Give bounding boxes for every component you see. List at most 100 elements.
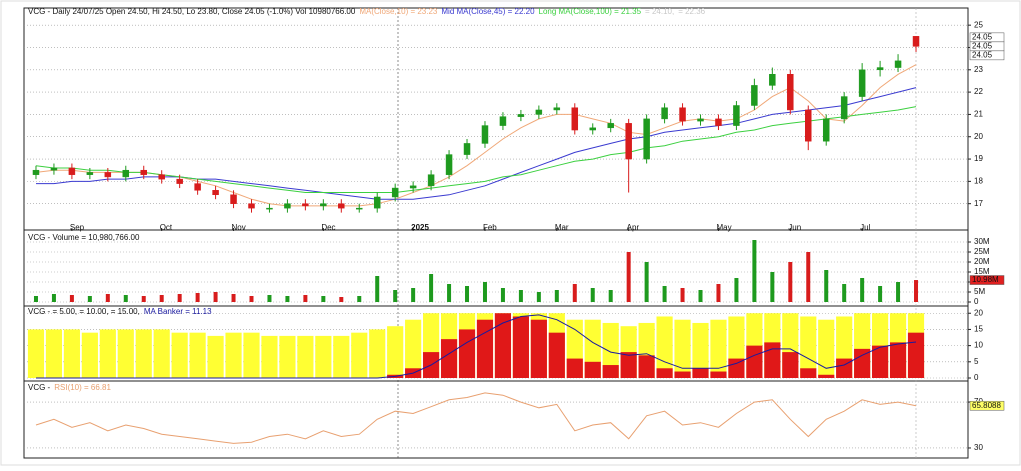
banker-bar xyxy=(907,332,925,378)
legend-note: = 22.36 xyxy=(678,7,705,16)
banker-bar xyxy=(566,358,583,378)
banker-bar xyxy=(261,335,278,378)
candle-body xyxy=(912,36,920,47)
banker-bar xyxy=(279,335,296,378)
volume-bar xyxy=(860,278,865,302)
banker-bar xyxy=(99,329,116,378)
banker-bar xyxy=(584,361,601,378)
banker-bar xyxy=(189,332,206,378)
banker-ma-line xyxy=(36,314,917,379)
banker-bar xyxy=(117,329,134,378)
y-tick-label: 30 xyxy=(974,443,983,452)
banker-bar xyxy=(620,352,637,378)
banker-bar xyxy=(800,316,817,378)
banker-bar xyxy=(872,345,889,378)
candle-body xyxy=(625,123,632,160)
volume-bar xyxy=(159,295,164,302)
title-text: VCG - = 5.00, = 10.00, = 15.00, xyxy=(28,307,140,316)
candle-body xyxy=(158,174,165,180)
y-tick-label: 0 xyxy=(974,373,979,382)
volume-bar xyxy=(51,294,56,302)
volume-bar xyxy=(896,282,901,302)
y-tick-label: 25M xyxy=(974,247,990,256)
volume-bar xyxy=(878,286,883,302)
volume-bar xyxy=(465,286,470,302)
volume-bar xyxy=(267,295,272,302)
title-text: VCG - xyxy=(28,383,51,392)
candle-body xyxy=(302,203,309,207)
candle-body xyxy=(715,118,722,126)
y-tick-label: 18 xyxy=(974,176,983,185)
volume-bar xyxy=(447,284,452,302)
x-tick-label: May xyxy=(716,223,731,232)
banker-bar xyxy=(530,319,547,378)
volume-bar xyxy=(195,293,200,302)
last-value-box xyxy=(969,400,1005,411)
candle-body xyxy=(805,109,812,142)
volume-bar xyxy=(626,252,631,302)
x-tick-label: Nov xyxy=(232,223,246,232)
volume-bar xyxy=(231,294,236,302)
candle-body xyxy=(607,123,614,129)
volume-bar xyxy=(662,286,667,302)
banker-bar xyxy=(135,329,152,378)
y-tick-label: 15 xyxy=(974,325,983,334)
volume-bar xyxy=(213,292,218,302)
last-value-box xyxy=(969,50,1005,61)
y-tick-label: 20 xyxy=(974,132,983,141)
candle-body xyxy=(517,114,525,117)
banker-bar xyxy=(818,319,835,378)
volume-bar xyxy=(806,252,811,302)
candle-body xyxy=(589,127,596,131)
candle-body xyxy=(463,143,471,155)
y-tick-label: 25 xyxy=(974,20,983,29)
y-tick-label: 22 xyxy=(974,87,983,96)
candle-body xyxy=(481,125,489,144)
banker-bar xyxy=(692,368,709,378)
volume-bar xyxy=(249,296,254,302)
y-tick-label: 10 xyxy=(974,341,983,350)
volume-bar xyxy=(357,296,362,302)
banker-bar xyxy=(387,326,404,378)
volume-bar xyxy=(500,288,505,302)
volume-bar xyxy=(393,290,398,302)
banker-bar xyxy=(836,358,853,378)
banker-bar xyxy=(710,371,727,378)
banker-bar xyxy=(854,348,871,378)
volume-bar xyxy=(644,262,649,302)
legend-entry: MA Banker = 11.13 xyxy=(144,307,212,316)
candle-body xyxy=(248,203,255,209)
candle-body xyxy=(409,185,417,189)
y-tick-label: 30M xyxy=(974,237,990,246)
y-tick-label: 5M xyxy=(974,287,985,296)
candle-body xyxy=(86,172,94,175)
candle-body xyxy=(68,167,76,175)
banker-bar xyxy=(207,335,224,378)
volume-bar xyxy=(752,240,757,302)
banker-bar xyxy=(297,335,314,378)
candle-body xyxy=(679,107,686,122)
volume-bar xyxy=(303,295,308,302)
candle-body xyxy=(122,169,130,178)
banker-bar xyxy=(710,319,727,378)
candle-body xyxy=(140,169,147,175)
x-tick-label: Dec xyxy=(321,223,335,232)
banker-bar xyxy=(674,371,691,378)
banker-bar xyxy=(153,329,170,378)
volume-bar xyxy=(87,296,92,302)
candle-body xyxy=(445,154,453,175)
banker-bar xyxy=(656,368,673,378)
candle-body xyxy=(104,172,112,178)
candle-body xyxy=(176,178,183,184)
banker-bar xyxy=(369,329,386,378)
candle-body xyxy=(733,105,740,126)
banker-bar xyxy=(440,339,458,378)
volume-bar xyxy=(429,274,434,302)
volume-bar xyxy=(105,294,110,302)
banker-bar xyxy=(800,368,817,378)
volume-bar xyxy=(572,284,577,302)
legend-entry: Long MA(Close,100) = 21.35 xyxy=(539,7,642,16)
volume-bar xyxy=(123,295,128,302)
